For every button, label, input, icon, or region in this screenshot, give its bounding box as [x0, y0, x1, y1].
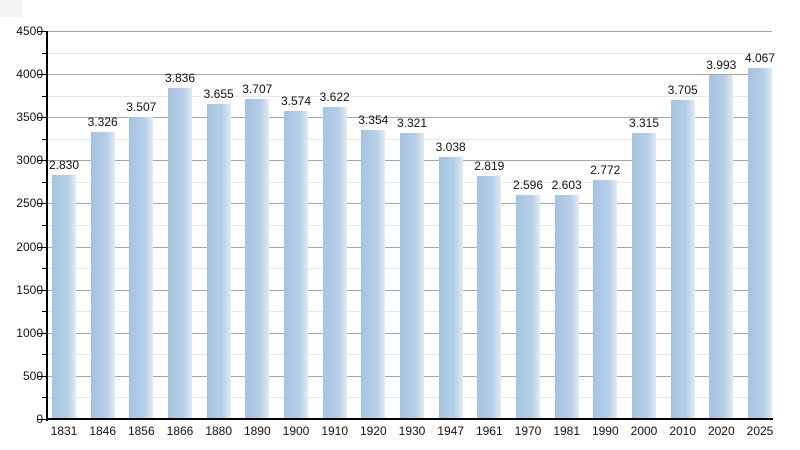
x-axis-tick-label: 1900	[282, 424, 310, 438]
bar-value-label: 3.574	[280, 93, 312, 108]
x-axis-tick-label: 1981	[553, 424, 581, 438]
y-tick-major	[38, 247, 46, 248]
bar-value-label: 3.655	[203, 86, 234, 101]
y-tick-major	[38, 333, 46, 334]
bar-value-label: 3.321	[396, 115, 428, 130]
bar-value-label: 2.596	[512, 178, 544, 193]
bar-2020	[709, 74, 734, 418]
x-axis-tick-label: 1880	[205, 424, 233, 438]
bar-value-label: 3.705	[667, 82, 698, 97]
y-axis-tick-label: 3000	[16, 153, 43, 167]
x-axis-tick-label: 1831	[50, 424, 78, 438]
x-axis-tick-label: 1920	[359, 424, 387, 438]
y-tick-minor	[42, 311, 46, 312]
x-axis-tick-label: 1947	[437, 424, 465, 438]
bar-value-label: 2.830	[48, 158, 80, 172]
bar-value-label: 3.707	[242, 82, 273, 97]
y-tick-minor	[42, 53, 46, 54]
bar-value-label: 4.067	[744, 51, 776, 66]
y-axis-tick-label: 500	[22, 369, 43, 383]
bar-value-label: 3.354	[358, 112, 389, 127]
x-axis-tick-label: 1961	[475, 424, 503, 438]
y-tick-minor	[42, 96, 46, 97]
bar-2010	[670, 99, 695, 418]
gridline-major	[48, 31, 772, 32]
y-tick-major	[38, 290, 46, 291]
bar-1831	[52, 175, 76, 418]
x-axis-tick-label: 2010	[669, 424, 697, 438]
y-tick-major	[38, 419, 46, 420]
x-axis-tick-label: 1970	[514, 424, 542, 438]
bar-2000	[632, 133, 656, 418]
y-tick-minor	[42, 268, 46, 269]
x-axis-tick-label: 2025	[746, 424, 774, 438]
bar-1846	[90, 132, 115, 418]
bar-1947	[438, 157, 463, 418]
y-axis-tick-label: 4500	[16, 24, 43, 38]
x-axis-tick-label: 1856	[127, 424, 155, 438]
x-axis-tick-label: 1990	[591, 424, 619, 438]
bar-1920	[361, 129, 386, 418]
bar-1890	[245, 99, 270, 418]
y-tick-minor	[42, 225, 46, 226]
y-axis-tick-label: 2500	[16, 196, 43, 210]
y-tick-major	[38, 31, 46, 32]
bar-value-label: 3.993	[706, 57, 737, 72]
y-tick-major	[38, 376, 46, 377]
y-axis-line	[46, 31, 48, 421]
bar-1856	[129, 116, 154, 418]
y-tick-minor	[42, 139, 46, 140]
bar-2025	[748, 68, 772, 418]
x-axis-tick-label: 1866	[166, 424, 194, 438]
bar-1930	[400, 132, 424, 418]
y-axis-tick-label: 4000	[16, 67, 43, 81]
x-axis-tick-label: 1846	[89, 424, 117, 438]
gridline-minor	[48, 53, 772, 54]
y-tick-major	[38, 160, 46, 161]
bar-value-label: 3.622	[319, 89, 350, 104]
bar-1981	[554, 194, 579, 418]
bar-1910	[322, 106, 347, 418]
y-tick-major	[38, 203, 46, 204]
y-tick-major	[38, 74, 46, 75]
y-tick-major	[38, 117, 46, 118]
bar-value-label: 3.507	[126, 99, 157, 114]
bar-value-label: 2.819	[474, 158, 505, 173]
y-axis-tick-label: 1500	[16, 283, 43, 297]
gridline-minor	[48, 96, 772, 97]
bar-1970	[516, 195, 540, 418]
y-axis-tick-label: 3500	[16, 110, 43, 124]
gridline-major	[48, 117, 772, 118]
corner-artifact	[0, 0, 22, 17]
y-axis-tick-label: 0	[36, 412, 43, 426]
y-tick-minor	[42, 397, 46, 398]
bar-value-label: 2.603	[551, 177, 582, 192]
bar-1866	[168, 88, 192, 418]
bar-value-label: 3.315	[628, 116, 660, 131]
y-axis-tick-label: 2000	[16, 240, 43, 254]
bar-1990	[593, 180, 618, 418]
bar-value-label: 3.326	[87, 115, 118, 130]
x-axis-tick-label: 1890	[243, 424, 271, 438]
x-axis-tick-label: 1930	[398, 424, 426, 438]
x-axis-line	[46, 418, 773, 420]
bar-value-label: 2.772	[590, 163, 621, 177]
y-tick-minor	[42, 182, 46, 183]
y-axis-tick-label: 1000	[16, 326, 43, 340]
bar-value-label: 3.038	[435, 140, 466, 155]
gridline-major	[48, 74, 772, 75]
x-axis-tick-label: 2020	[707, 424, 735, 438]
x-axis-tick-label: 2000	[630, 424, 658, 438]
bar-value-label: 3.836	[164, 71, 196, 86]
y-tick-minor	[42, 354, 46, 355]
bar-1900	[284, 110, 308, 418]
bar-1961	[477, 175, 502, 418]
x-axis-tick-label: 1910	[321, 424, 349, 438]
bar-1880	[206, 103, 231, 418]
